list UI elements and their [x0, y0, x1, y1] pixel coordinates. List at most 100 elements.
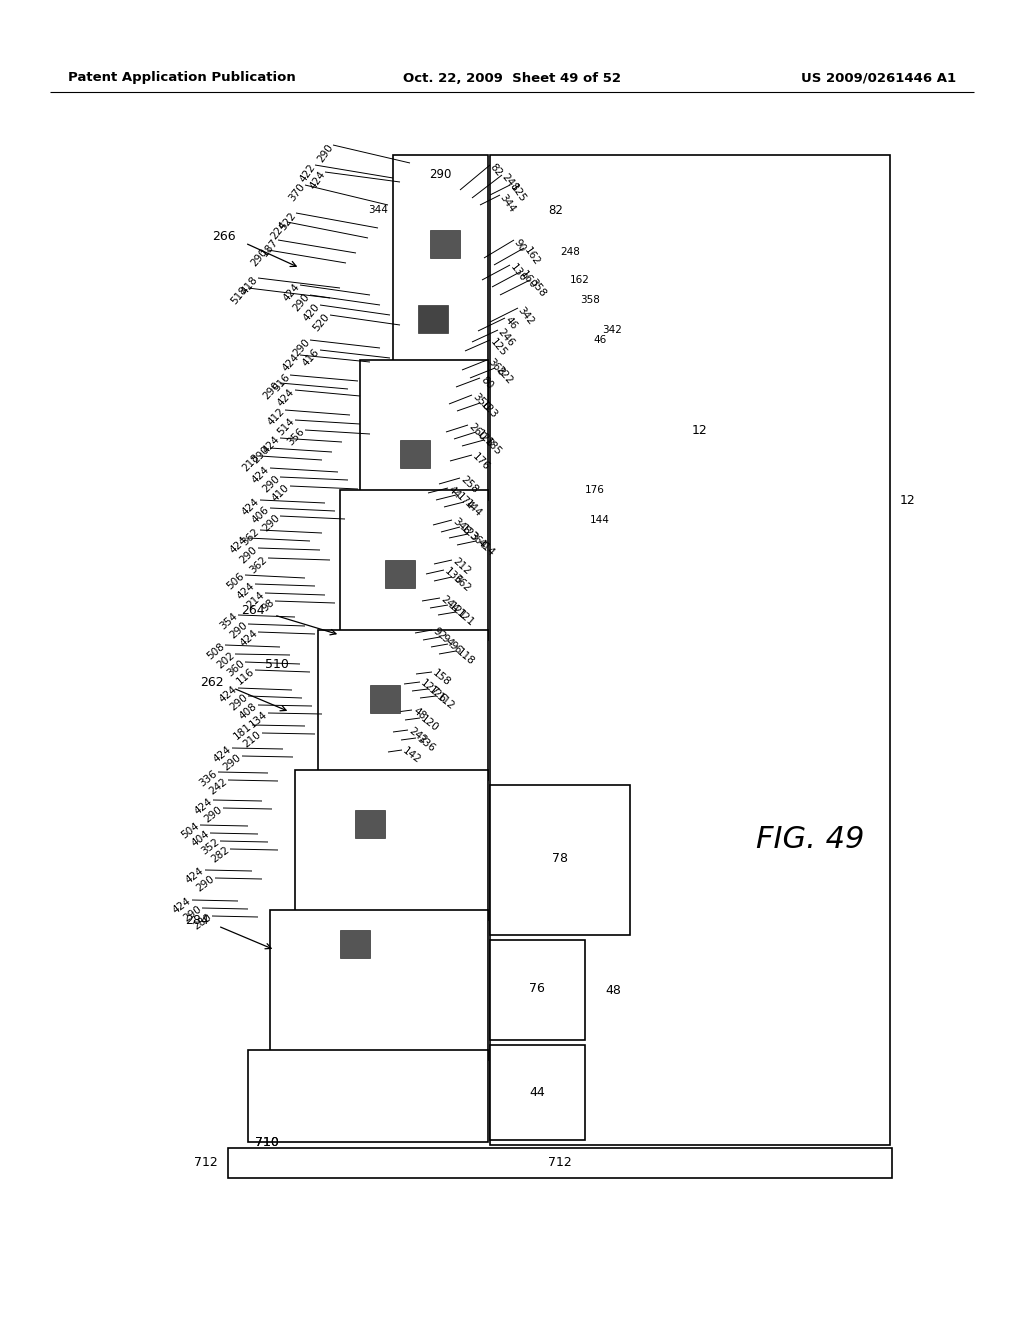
Text: 414: 414 — [474, 537, 496, 558]
Text: 290: 290 — [221, 752, 243, 772]
Text: 424: 424 — [241, 496, 261, 517]
Text: 516: 516 — [271, 372, 292, 393]
Text: 82: 82 — [549, 203, 563, 216]
Bar — [340, 490, 488, 640]
Bar — [360, 360, 488, 500]
Text: 290: 290 — [181, 904, 203, 924]
Text: 246: 246 — [497, 327, 516, 348]
Text: 121: 121 — [446, 601, 468, 622]
Text: 185: 185 — [482, 437, 504, 458]
Text: 224: 224 — [269, 219, 289, 240]
Text: 358: 358 — [528, 277, 548, 298]
Text: 290: 290 — [203, 804, 224, 824]
Text: 125: 125 — [508, 182, 527, 205]
Text: 506: 506 — [225, 572, 247, 591]
Text: 126: 126 — [427, 685, 449, 705]
Text: 362: 362 — [451, 573, 472, 594]
Text: 128: 128 — [474, 429, 496, 450]
Text: 162: 162 — [522, 246, 542, 267]
Text: 290: 290 — [429, 169, 452, 181]
Text: 356: 356 — [286, 426, 306, 447]
Text: 370: 370 — [287, 182, 307, 203]
Text: 123: 123 — [459, 523, 480, 544]
Text: 80: 80 — [478, 375, 495, 391]
Text: 406: 406 — [250, 504, 271, 525]
Text: 44: 44 — [529, 1085, 545, 1098]
Text: 362: 362 — [248, 554, 269, 576]
Text: 350: 350 — [470, 392, 492, 413]
Text: 404: 404 — [189, 829, 211, 849]
Text: 12: 12 — [900, 494, 915, 507]
Text: 242: 242 — [407, 726, 429, 746]
Text: 98: 98 — [260, 597, 276, 614]
Text: 280: 280 — [191, 912, 213, 932]
Text: 92: 92 — [431, 626, 447, 643]
Bar — [393, 154, 488, 400]
Text: 358: 358 — [580, 294, 600, 305]
Text: 336: 336 — [415, 734, 437, 754]
Text: 418: 418 — [240, 275, 260, 297]
Text: 408: 408 — [238, 701, 259, 722]
Text: 282: 282 — [209, 845, 231, 865]
Bar — [370, 685, 400, 713]
Text: 262: 262 — [201, 676, 224, 689]
Bar — [418, 305, 449, 333]
Text: 424: 424 — [193, 796, 214, 816]
Bar — [355, 810, 385, 838]
Bar — [248, 1049, 488, 1142]
Text: 136: 136 — [442, 566, 464, 587]
Text: 212: 212 — [451, 556, 472, 577]
Text: 48: 48 — [605, 983, 621, 997]
Text: 112: 112 — [435, 692, 457, 713]
Text: US 2009/0261446 A1: US 2009/0261446 A1 — [801, 71, 956, 84]
Text: 354: 354 — [218, 611, 240, 632]
Text: 264: 264 — [242, 603, 265, 616]
Text: 202: 202 — [215, 651, 237, 671]
Text: 248: 248 — [560, 247, 580, 257]
Text: Patent Application Publication: Patent Application Publication — [68, 71, 296, 84]
Text: 125: 125 — [488, 337, 509, 359]
Text: 187: 187 — [259, 236, 280, 259]
Bar — [385, 560, 415, 587]
Text: 424: 424 — [238, 628, 259, 649]
Text: 518: 518 — [229, 285, 250, 306]
Text: 181: 181 — [231, 721, 253, 742]
Text: 362: 362 — [240, 527, 261, 548]
Bar — [295, 770, 488, 920]
Text: 123: 123 — [478, 400, 500, 421]
Text: 420: 420 — [301, 302, 322, 323]
Text: 118: 118 — [455, 647, 476, 668]
Text: 142: 142 — [401, 746, 423, 766]
Text: 422: 422 — [298, 162, 317, 185]
Text: 290: 290 — [260, 512, 282, 533]
Text: 258: 258 — [459, 474, 480, 495]
Text: 344: 344 — [498, 193, 517, 214]
Text: 712: 712 — [548, 1156, 571, 1170]
Text: 248: 248 — [500, 172, 520, 194]
Text: 364: 364 — [467, 531, 488, 552]
Text: 158: 158 — [431, 668, 453, 689]
Text: 514: 514 — [275, 417, 297, 438]
Text: 368: 368 — [485, 356, 506, 378]
Text: 176: 176 — [470, 451, 492, 473]
Text: 416: 416 — [301, 347, 322, 368]
Text: 134: 134 — [248, 709, 269, 730]
Text: 412: 412 — [265, 407, 287, 428]
Text: 290: 290 — [250, 247, 270, 268]
Text: 424: 424 — [307, 169, 327, 191]
Bar — [490, 1045, 585, 1140]
Text: 266: 266 — [212, 231, 236, 243]
Text: 162: 162 — [570, 275, 590, 285]
Text: 424: 424 — [184, 866, 206, 886]
Bar — [318, 630, 488, 780]
Bar — [490, 940, 585, 1040]
Text: 78: 78 — [552, 851, 568, 865]
Text: 424: 424 — [282, 281, 302, 304]
Text: 160: 160 — [518, 269, 538, 290]
Text: 290: 290 — [227, 620, 249, 640]
Text: 222: 222 — [494, 364, 514, 387]
Text: 12: 12 — [692, 424, 708, 437]
Text: 352: 352 — [199, 837, 221, 857]
Text: 424: 424 — [217, 684, 240, 705]
Text: 342: 342 — [516, 305, 537, 327]
